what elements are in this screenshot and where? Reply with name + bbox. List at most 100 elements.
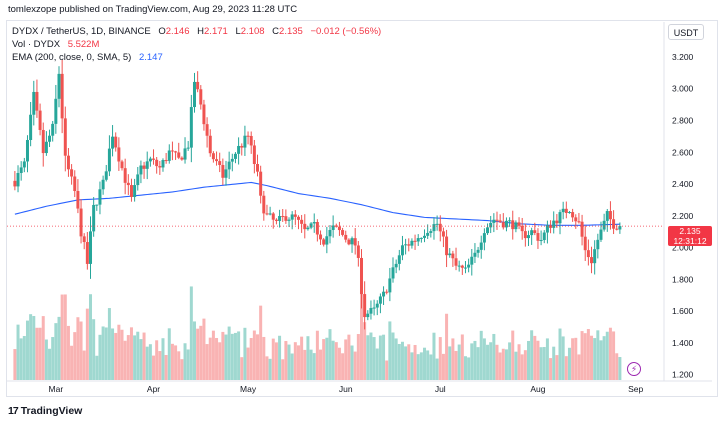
candle-body <box>211 153 215 160</box>
volume-bar <box>574 337 578 380</box>
candle-body <box>284 216 288 221</box>
candle-body <box>410 240 414 246</box>
candle-body <box>476 249 480 253</box>
volume-bar <box>378 335 382 380</box>
volume-bar <box>237 331 241 380</box>
volume-bar <box>152 355 156 380</box>
candle-body <box>366 313 370 318</box>
candle-body <box>501 222 505 228</box>
volume-bar <box>142 332 146 380</box>
candle-body <box>32 91 36 115</box>
candle-body <box>136 174 140 186</box>
candle-body <box>404 244 408 246</box>
volume-bar <box>413 344 417 380</box>
legend-volume-value: 5.522M <box>67 39 100 50</box>
volume-bar <box>183 343 187 380</box>
candle-body <box>353 238 357 246</box>
candle-body <box>407 244 411 246</box>
y-tick-label: 1.600 <box>672 306 694 316</box>
volume-bar <box>111 328 115 380</box>
bolt-icon[interactable]: ⚡ <box>627 362 641 376</box>
x-tick-label: May <box>240 384 257 394</box>
volume-bar <box>158 351 162 380</box>
legend-volume-label[interactable]: Vol · DYDX <box>12 39 61 50</box>
legend-high-label: H <box>197 26 205 37</box>
volume-bar <box>435 358 439 380</box>
legend-symbol[interactable]: DYDX / TetherUS, 1D, BINANCE <box>12 26 151 37</box>
volume-bar <box>133 335 137 380</box>
candle-body <box>571 212 575 218</box>
x-tick-label: Sep <box>628 384 643 394</box>
volume-bar <box>325 337 329 380</box>
candle-body <box>230 158 234 162</box>
candle-body <box>129 185 133 197</box>
volume-bar <box>82 350 86 380</box>
candle-body <box>397 255 401 264</box>
volume-bar <box>170 343 174 380</box>
chart-frame[interactable] <box>6 20 718 397</box>
volume-bar <box>419 352 423 380</box>
legend-volume: Vol · DYDX 5.522M <box>12 39 99 51</box>
candle-body <box>511 220 515 230</box>
volume-bar <box>114 332 118 380</box>
volume-bar <box>372 337 376 380</box>
volume-bar <box>233 332 237 380</box>
tradingview-logo[interactable]: 17 TradingView <box>8 405 82 417</box>
candle-body <box>429 231 433 233</box>
y-tick-label: 2.200 <box>672 211 694 221</box>
candle-body <box>419 237 423 239</box>
candle-body <box>66 155 70 170</box>
volume-bar <box>265 356 269 380</box>
candle-body <box>356 245 360 258</box>
currency-selector[interactable]: USDT <box>668 24 704 40</box>
volume-bar <box>230 333 234 380</box>
candle-body <box>470 256 474 265</box>
volume-bar <box>54 323 58 380</box>
candle-body <box>385 291 389 293</box>
candle-body <box>312 222 316 224</box>
volume-bar <box>397 343 401 380</box>
volume-bar <box>240 357 244 380</box>
volume-bar <box>95 355 99 380</box>
candle-body <box>590 257 594 264</box>
candle-body <box>221 164 225 178</box>
volume-bar <box>605 331 609 380</box>
volume-bar <box>44 339 48 380</box>
volume-bar <box>382 334 386 380</box>
volume-bar <box>404 346 408 380</box>
candle-body <box>567 212 571 214</box>
y-tick-label: 1.400 <box>672 338 694 348</box>
legend-ema-label[interactable]: EMA (200, close, 0, SMA, 5) <box>12 52 132 63</box>
candle-body <box>523 231 527 239</box>
candle-body <box>319 234 323 240</box>
candle-body <box>612 219 616 229</box>
volume-bar <box>549 358 553 380</box>
candle-body <box>564 208 568 214</box>
volume-bar <box>533 335 537 380</box>
candle-body <box>555 220 559 224</box>
candle-body <box>262 195 266 214</box>
volume-bar <box>70 345 74 380</box>
candle-body <box>448 253 452 256</box>
volume-bar <box>470 343 474 380</box>
volume-bar <box>498 352 502 380</box>
candle-body <box>278 216 282 221</box>
candle-body <box>372 307 376 309</box>
volume-bar <box>432 332 436 380</box>
candle-body <box>183 148 187 160</box>
volume-bar <box>296 345 300 380</box>
candle-body <box>202 104 206 125</box>
candle-body <box>527 235 531 239</box>
volume-bar <box>366 335 370 380</box>
volume-bar <box>394 338 398 380</box>
volume-bar <box>73 332 77 380</box>
legend-low-label: L <box>235 26 241 37</box>
candle-body <box>350 238 354 245</box>
volume-bar <box>79 321 83 380</box>
volume-bar <box>523 350 527 380</box>
volume-bar <box>243 327 247 380</box>
candle-body <box>492 219 496 223</box>
candle-body <box>133 185 137 197</box>
legend-open-label: O <box>158 26 166 37</box>
